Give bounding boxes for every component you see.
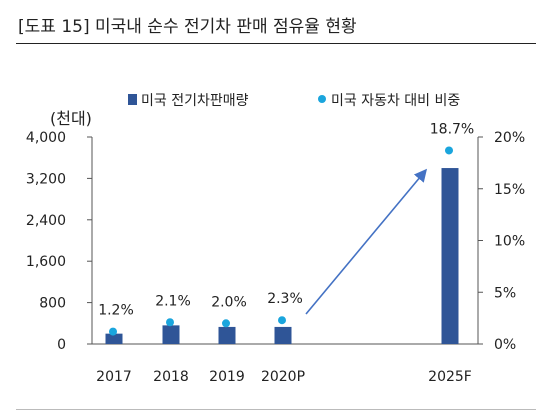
trend-arrow bbox=[305, 168, 428, 315]
share-dot-2025F bbox=[445, 146, 453, 155]
right-tick-label: 10% bbox=[494, 234, 525, 250]
chart-legend: 미국 전기차판매량 미국 자동차 대비 비중 bbox=[128, 93, 460, 109]
bar-2018 bbox=[162, 325, 180, 344]
legend-dot-label: 미국 자동차 대비 비중 bbox=[331, 93, 460, 109]
right-tick-label: 15% bbox=[494, 182, 525, 198]
share-data-label: 2.0% bbox=[211, 294, 247, 310]
share-data-label: 2.3% bbox=[267, 291, 303, 307]
left-tick-label: 2,400 bbox=[26, 213, 66, 229]
legend-dot-swatch bbox=[318, 95, 326, 103]
bar-2020P bbox=[274, 326, 292, 344]
title-divider bbox=[16, 43, 536, 44]
dot-series bbox=[109, 146, 453, 336]
share-dot-2019 bbox=[222, 319, 230, 328]
chart-title: [도표 15] 미국내 순수 전기차 판매 점유율 현황 bbox=[18, 17, 357, 37]
bar-2025F bbox=[441, 168, 459, 344]
legend-bar-swatch bbox=[128, 94, 137, 105]
title-bar: [도표 15] 미국내 순수 전기차 판매 점유율 현황 bbox=[0, 0, 544, 46]
left-tick-label: 3,200 bbox=[26, 171, 66, 187]
bottom-divider bbox=[16, 409, 536, 410]
left-tick-label: 800 bbox=[39, 296, 66, 312]
share-data-label: 1.2% bbox=[98, 303, 134, 319]
bar-2019 bbox=[218, 326, 236, 344]
category-label: 2020P bbox=[261, 369, 305, 385]
share-dot-2018 bbox=[166, 318, 174, 327]
trend-arrow-annotation bbox=[305, 168, 428, 315]
bar-series bbox=[105, 168, 459, 344]
share-data-label: 2.1% bbox=[155, 293, 191, 309]
data-labels: 1.2% 2.1% 2.0% 2.3% 18.7% bbox=[98, 121, 474, 318]
share-data-label: 18.7% bbox=[430, 121, 474, 137]
right-tick-label: 0% bbox=[494, 337, 516, 353]
legend-bar-label: 미국 전기차판매량 bbox=[141, 93, 249, 109]
right-tick-label: 20% bbox=[494, 130, 525, 146]
bar-2017 bbox=[105, 333, 123, 344]
category-label: 2019 bbox=[209, 369, 245, 385]
left-tick-label: 1,600 bbox=[26, 254, 66, 270]
category-label: 2017 bbox=[96, 369, 132, 385]
category-label: 2025F bbox=[428, 369, 472, 385]
share-dot-2017 bbox=[109, 327, 117, 336]
category-label: 2018 bbox=[153, 369, 189, 385]
left-tick-label: 0 bbox=[57, 337, 66, 353]
left-tick-label: 4,000 bbox=[26, 130, 66, 146]
share-dot-2020P bbox=[278, 316, 286, 325]
chart-axes: 4,000 3,200 2,400 1,600 800 0 20% 15% 10% 5% 0% 201… bbox=[26, 109, 525, 385]
y-axis-unit-label: (천대) bbox=[50, 109, 92, 128]
right-tick-label: 5% bbox=[494, 285, 516, 301]
